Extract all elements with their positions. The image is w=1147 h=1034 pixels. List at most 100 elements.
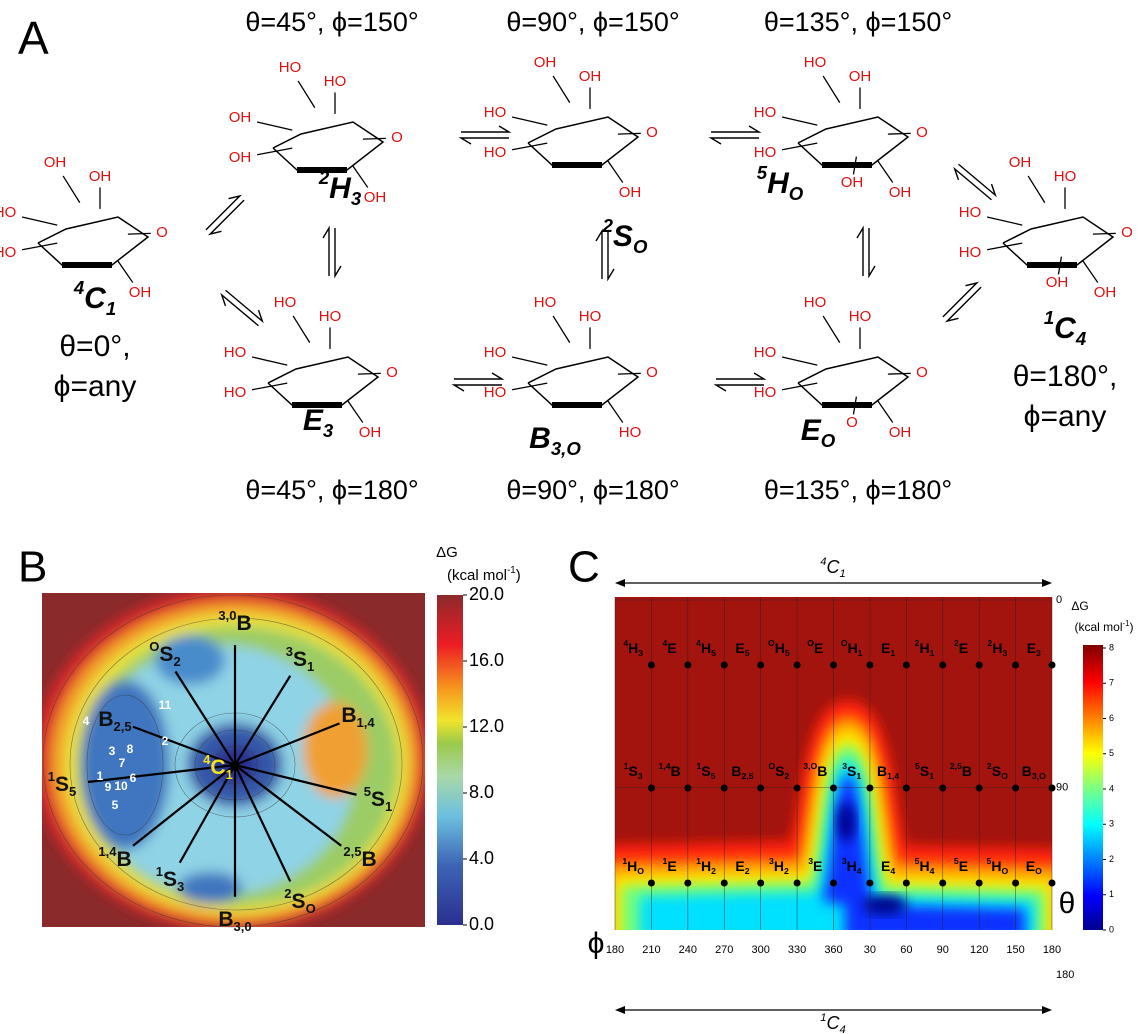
conformer-label-sup: 1,4 bbox=[659, 761, 671, 771]
conformer-label-sub: O bbox=[306, 901, 316, 916]
bond bbox=[608, 401, 623, 422]
bond bbox=[553, 76, 570, 103]
atom-label: HO bbox=[959, 244, 982, 261]
conformer-label-base: B bbox=[817, 763, 827, 779]
bond bbox=[888, 373, 911, 374]
atom-label: OH bbox=[44, 154, 67, 171]
conformer-point bbox=[721, 880, 728, 887]
equilibrium-arrow bbox=[202, 192, 249, 239]
bond bbox=[298, 81, 315, 108]
conformer-label-base: E bbox=[881, 858, 890, 874]
conformer-label-base: H bbox=[919, 858, 929, 874]
colorbar-tick-label: 0 bbox=[1109, 924, 1114, 934]
conformer-label-sub: 4 bbox=[857, 866, 862, 876]
y-tick-label: 90 bbox=[1056, 781, 1068, 793]
half-arrow bbox=[461, 126, 509, 132]
conformer-name-base: E bbox=[801, 414, 822, 447]
atom-label: HO bbox=[224, 384, 247, 401]
conformer-point bbox=[1049, 880, 1056, 887]
conformer-label-sub: O bbox=[1001, 866, 1008, 876]
conformer-label-base: B bbox=[98, 708, 113, 731]
colorbar-tick-label: 16.0 bbox=[469, 650, 504, 670]
angle-label: θ=0°, bbox=[59, 330, 130, 363]
conformation-label-base: C bbox=[827, 1013, 841, 1033]
atom-label: OH bbox=[841, 174, 864, 191]
bond bbox=[63, 176, 80, 203]
minimum-label: 9 bbox=[105, 780, 112, 794]
bond bbox=[782, 117, 817, 125]
conformer-name-sub: 1 bbox=[106, 298, 116, 319]
conformer-label-sub: 1 bbox=[930, 648, 935, 658]
bond bbox=[118, 261, 133, 282]
atom-label: OH bbox=[889, 424, 912, 441]
angle-label: θ=90°, ϕ=150° bbox=[506, 7, 679, 37]
angle-label: θ=135°, ϕ=150° bbox=[764, 7, 952, 37]
axis-symbol: ϕ bbox=[588, 927, 605, 960]
conformer-label-sub: 5 bbox=[711, 648, 716, 658]
atom-label: OH bbox=[579, 68, 602, 85]
atom-label: HO bbox=[274, 294, 297, 311]
conformer-point bbox=[648, 880, 655, 887]
bond bbox=[252, 357, 287, 365]
conformer-label-sup: 3,O bbox=[803, 761, 817, 771]
x-tick-label: 60 bbox=[900, 944, 912, 956]
angle-label: θ=135°, ϕ=180° bbox=[764, 475, 952, 505]
x-tick-label: 90 bbox=[937, 944, 949, 956]
conformer-label-sub: 4 bbox=[930, 866, 935, 876]
conformer-label-sub: 5 bbox=[745, 648, 750, 658]
minimum-label: 4 bbox=[83, 714, 90, 728]
conformer-name-base: C bbox=[84, 282, 107, 315]
conformer-name-sub: O bbox=[789, 183, 804, 204]
atom-label: HO bbox=[619, 424, 642, 441]
colorbar-title: ΔG bbox=[1071, 599, 1088, 613]
conformer-point bbox=[721, 785, 728, 792]
bond bbox=[782, 357, 817, 365]
half-arrow bbox=[716, 373, 764, 379]
atom-label: OH bbox=[1046, 274, 1069, 291]
conformation-label-sub: 4 bbox=[840, 1024, 846, 1034]
conformer-label-base: H bbox=[701, 640, 711, 656]
atom-label: O bbox=[391, 129, 403, 146]
equilibrium-arrow bbox=[711, 126, 759, 144]
x-tick-label: 120 bbox=[970, 944, 988, 956]
x-tick-label: 180 bbox=[1043, 944, 1061, 956]
conformer-name-base: C bbox=[1054, 312, 1077, 345]
atom-label: OH bbox=[1009, 154, 1032, 171]
colorbar-tick-label: 6 bbox=[1109, 713, 1114, 723]
atom-label: HO bbox=[804, 54, 827, 71]
half-arrow bbox=[454, 373, 502, 379]
bond bbox=[878, 401, 893, 422]
angle-label: θ=45°, ϕ=150° bbox=[245, 7, 418, 37]
bond bbox=[353, 166, 368, 187]
x-tick-label: 180 bbox=[606, 944, 624, 956]
equilibrium-arrow bbox=[857, 228, 875, 276]
equilibrium-arrow bbox=[951, 160, 999, 205]
colorbar-tick-label: 4.0 bbox=[469, 848, 494, 868]
conformer-name: 1C4 bbox=[1044, 307, 1087, 349]
colorbar-tick-label: 0.0 bbox=[469, 914, 494, 934]
conformer-label-base: E bbox=[881, 640, 890, 656]
atom-label: HO bbox=[324, 73, 347, 90]
conformer-point bbox=[903, 785, 910, 792]
conformer-name-base: H bbox=[767, 167, 790, 200]
conformer-label-sub: 1 bbox=[856, 771, 861, 781]
unit-text: (kcal mol bbox=[1075, 620, 1123, 634]
conformer-name-base: B bbox=[529, 422, 551, 455]
conformer-label-sub: 2 bbox=[785, 771, 790, 781]
conformer-point bbox=[721, 662, 728, 669]
equilibrium-arrow bbox=[323, 228, 341, 276]
conformer-label-sub: 2 bbox=[745, 866, 750, 876]
panel-label: C bbox=[568, 543, 600, 592]
atom-label: HO bbox=[1054, 168, 1077, 185]
atom-label: HO bbox=[0, 244, 16, 261]
conformer-label-base: H bbox=[991, 858, 1001, 874]
conformer-name-sup: 5 bbox=[757, 162, 768, 183]
bond bbox=[618, 373, 641, 374]
minimum-label: 7 bbox=[119, 756, 126, 770]
conformer-name-sup: 2 bbox=[318, 167, 330, 188]
atom-label: HO bbox=[484, 384, 507, 401]
atom-label: O bbox=[156, 224, 168, 241]
colorbar-title: ΔG bbox=[436, 544, 458, 561]
conformer-point bbox=[939, 880, 946, 887]
bond bbox=[823, 76, 840, 103]
